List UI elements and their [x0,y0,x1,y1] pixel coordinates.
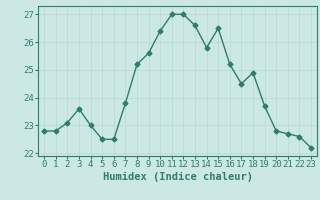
X-axis label: Humidex (Indice chaleur): Humidex (Indice chaleur) [103,172,252,182]
